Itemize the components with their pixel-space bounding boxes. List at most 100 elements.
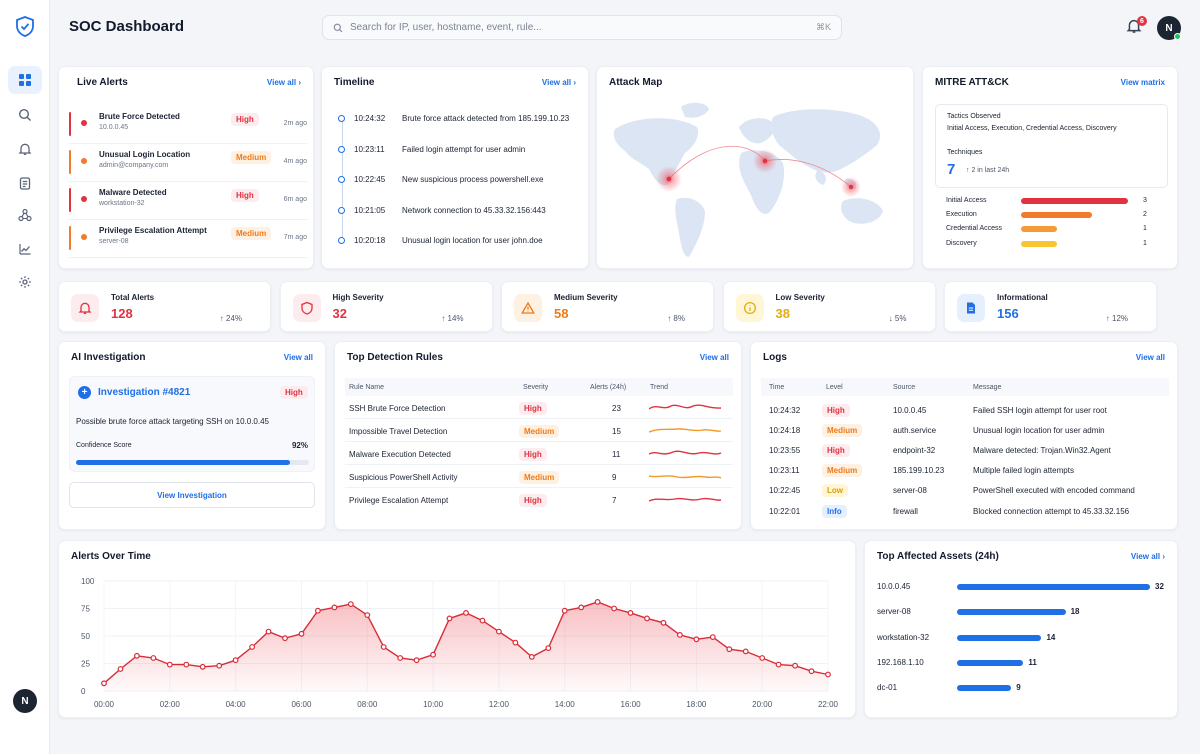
timeline-view-all[interactable]: View all ›: [541, 78, 576, 87]
chart-data-point[interactable]: [331, 604, 338, 611]
timeline-event[interactable]: 10:20:18 Unusual login location for user …: [334, 233, 584, 249]
logs-view-all[interactable]: View all: [1135, 353, 1165, 362]
logs-column-header[interactable]: Level: [826, 384, 843, 391]
timeline-event[interactable]: 10:24:32 Brute force attack detected from…: [334, 111, 584, 127]
rules-column-header[interactable]: Rule Name: [349, 384, 385, 391]
log-message[interactable]: Multiple failed login attempts: [973, 466, 1074, 476]
chart-data-point[interactable]: [463, 609, 469, 616]
shield-logo-icon[interactable]: [14, 15, 36, 39]
live-alerts-view-all[interactable]: View all ›: [266, 78, 301, 87]
logs-column-header[interactable]: Message: [973, 384, 1002, 391]
log-message[interactable]: Unusual login location for user admin: [973, 426, 1105, 436]
chart-data-point[interactable]: [561, 607, 568, 614]
asset-row[interactable]: 10.0.0.45 32: [877, 581, 1167, 593]
chart-data-point[interactable]: [825, 671, 831, 678]
logs-column-header[interactable]: Source: [893, 384, 916, 391]
mitre-view-matrix[interactable]: View matrix: [1120, 78, 1165, 87]
chart-data-point[interactable]: [101, 680, 107, 687]
chart-data-point[interactable]: [627, 609, 634, 616]
detection-rules-view-all[interactable]: View all: [699, 353, 729, 362]
mitre-tactic-bar[interactable]: [1021, 226, 1057, 233]
notifications-bell-icon[interactable]: [1126, 18, 1142, 34]
chart-data-point[interactable]: [496, 628, 502, 635]
alert-row[interactable]: Unusual Login Location admin@company.com M…: [69, 144, 307, 182]
rules-column-header[interactable]: Trend: [650, 384, 669, 391]
chart-data-point[interactable]: [742, 648, 749, 655]
investigation-id[interactable]: Investigation #4821: [98, 387, 191, 398]
chart-data-point[interactable]: [528, 653, 535, 660]
chart-data-point[interactable]: [232, 657, 239, 664]
log-message[interactable]: Malware detected: Trojan.Win32.Agent: [973, 446, 1111, 456]
chart-data-point[interactable]: [759, 655, 766, 661]
chart-data-point[interactable]: [660, 619, 667, 626]
rules-column-header[interactable]: Alerts (24h): [590, 384, 627, 391]
chart-data-point[interactable]: [183, 661, 190, 668]
chart-data-point[interactable]: [347, 601, 354, 607]
chart-data-point[interactable]: [775, 661, 782, 668]
log-message[interactable]: Blocked connection attempt to 45.33.32.1…: [973, 506, 1130, 516]
world-map[interactable]: [597, 67, 914, 269]
chart-data-point[interactable]: [166, 661, 173, 668]
chart-data-point[interactable]: [397, 655, 404, 661]
asset-row[interactable]: 192.168.1.10 11: [877, 657, 1167, 669]
rule-name[interactable]: Privilege Escalation Attempt: [349, 496, 449, 505]
chart-data-point[interactable]: [644, 615, 650, 622]
alerts-area-chart[interactable]: 100 75 50 25 0 00:00 02:00 04:00 06:00 08:00 10:00…: [59, 541, 856, 718]
chart-data-point[interactable]: [199, 663, 206, 670]
nav-analytics[interactable]: [8, 235, 42, 263]
chart-data-point[interactable]: [216, 662, 223, 669]
asset-row[interactable]: server-08 18: [877, 606, 1167, 618]
stat-card-high-severity[interactable]: High Severity 32 ↑ 14%: [279, 281, 493, 332]
chart-data-point[interactable]: [611, 605, 617, 612]
chart-data-point[interactable]: [380, 644, 387, 650]
chart-data-point[interactable]: [479, 617, 486, 624]
nav-reports[interactable]: [8, 169, 42, 197]
mitre-tactic-bar[interactable]: [1021, 198, 1128, 204]
chart-data-point[interactable]: [709, 634, 716, 640]
chart-data-point[interactable]: [726, 646, 733, 653]
log-message[interactable]: Failed SSH login attempt for user root: [973, 406, 1107, 415]
nav-dashboard[interactable]: [8, 66, 42, 94]
nav-network[interactable]: [8, 201, 42, 229]
nav-settings[interactable]: [8, 268, 42, 296]
rule-name[interactable]: SSH Brute Force Detection: [349, 404, 446, 413]
mitre-tactic-bar[interactable]: [1021, 240, 1057, 247]
chart-data-point[interactable]: [792, 662, 798, 669]
chart-data-point[interactable]: [594, 599, 601, 605]
timeline-event[interactable]: 10:21:05 Network connection to 45.33.32.1…: [334, 203, 584, 219]
chart-data-point[interactable]: [446, 615, 453, 622]
search-input[interactable]: Search for IP, user, hostname, event, ru…: [322, 15, 842, 40]
rule-name[interactable]: Malware Execution Detected: [349, 450, 451, 459]
chart-data-point[interactable]: [150, 655, 157, 661]
chart-data-point[interactable]: [315, 607, 321, 614]
chart-data-point[interactable]: [677, 631, 683, 638]
nav-alerts[interactable]: [8, 135, 42, 163]
stat-card-low-severity[interactable]: Low Severity 38 ↓ 5%: [722, 281, 936, 332]
add-icon[interactable]: +: [78, 386, 91, 399]
nav-search[interactable]: [8, 101, 42, 129]
chart-data-point[interactable]: [265, 628, 272, 635]
log-message[interactable]: PowerShell executed with encoded command: [973, 486, 1135, 496]
mitre-tactic-bar[interactable]: [1021, 212, 1093, 219]
chart-data-point[interactable]: [512, 639, 519, 646]
chart-data-point[interactable]: [578, 604, 585, 611]
timeline-event[interactable]: 10:22:45 New suspicious process powershel…: [334, 172, 584, 188]
chart-data-point[interactable]: [364, 612, 371, 618]
chart-data-point[interactable]: [693, 636, 700, 643]
stat-card-medium-severity[interactable]: Medium Severity 58 ↑ 8%: [501, 281, 714, 332]
rules-column-header[interactable]: Severity: [523, 384, 549, 391]
stat-card-informational[interactable]: Informational 156 ↑ 12%: [944, 281, 1157, 332]
logs-column-header[interactable]: Time: [769, 384, 785, 391]
chart-data-point[interactable]: [430, 651, 437, 658]
stat-card-total-alerts[interactable]: Total Alerts 128 ↑ 24%: [58, 281, 271, 332]
chart-data-point[interactable]: [298, 630, 305, 637]
alert-row[interactable]: Malware Detected workstation-32 High 6m ago: [69, 182, 307, 220]
alert-row[interactable]: Privilege Escalation Attempt server-08 Med…: [69, 220, 307, 258]
rule-name[interactable]: Impossible Travel Detection: [349, 427, 448, 436]
chart-data-point[interactable]: [117, 666, 124, 672]
chart-data-point[interactable]: [282, 635, 288, 642]
chart-data-point[interactable]: [413, 657, 420, 664]
affected-assets-view-all[interactable]: View all ›: [1130, 552, 1165, 561]
alert-row[interactable]: Brute Force Detected 10.0.0.45 High 2m ago: [69, 106, 307, 144]
sidebar-avatar[interactable]: N: [13, 689, 37, 713]
